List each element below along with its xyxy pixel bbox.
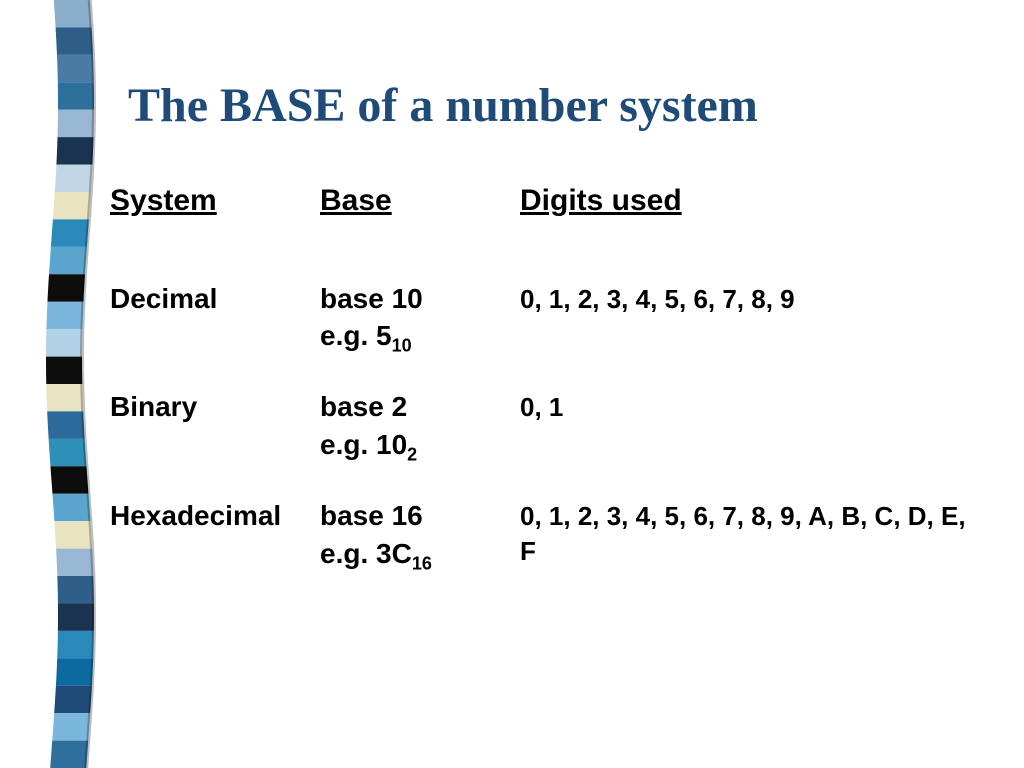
example-prefix: e.g. 3C	[320, 538, 412, 569]
column-header-system: System	[110, 181, 320, 222]
example-prefix: e.g. 10	[320, 429, 407, 460]
table-row-system: Hexadecimal	[110, 497, 320, 576]
spacer	[110, 467, 980, 497]
column-header-base: Base	[320, 181, 520, 222]
column-header-digits: Digits used	[520, 181, 980, 222]
table-row-digits: 0, 1, 2, 3, 4, 5, 6, 7, 8, 9	[520, 280, 980, 359]
table-row-system: Decimal	[110, 280, 320, 359]
table-row-digits: 0, 1	[520, 388, 980, 467]
base-label: base 16	[320, 500, 423, 531]
spacer	[110, 358, 980, 388]
example-subscript: 10	[392, 336, 412, 356]
spacer	[110, 222, 980, 280]
slide-content: The BASE of a number system System Base …	[110, 0, 1010, 576]
decorative-ribbon	[40, 0, 90, 768]
table-row-system: Binary	[110, 388, 320, 467]
example-prefix: e.g. 5	[320, 320, 392, 351]
table-row-base: base 16 e.g. 3C16	[320, 497, 520, 576]
number-systems-table: System Base Digits used Decimal base 10 …	[110, 181, 1010, 576]
base-label: base 2	[320, 391, 407, 422]
example-subscript: 16	[412, 553, 432, 573]
base-label: base 10	[320, 283, 423, 314]
table-row-base: base 10 e.g. 510	[320, 280, 520, 359]
table-row-base: base 2 e.g. 102	[320, 388, 520, 467]
example-subscript: 2	[407, 445, 417, 465]
table-row-digits: 0, 1, 2, 3, 4, 5, 6, 7, 8, 9, A, B, C, D…	[520, 497, 980, 576]
slide-title: The BASE of a number system	[128, 78, 1010, 133]
